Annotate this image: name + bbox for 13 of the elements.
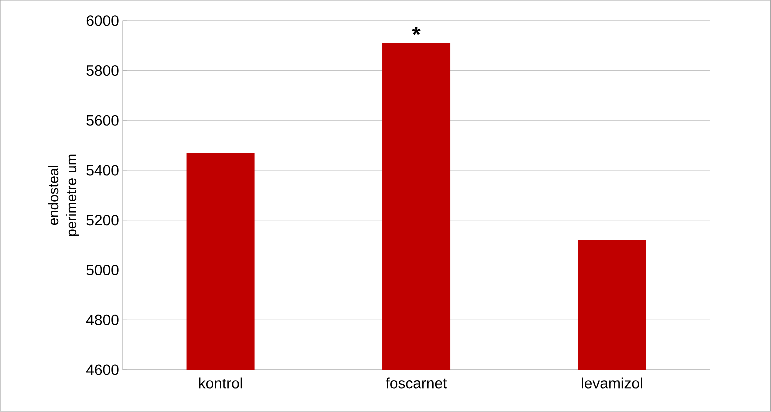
y-axis-title: endosteal perimetre um xyxy=(48,154,80,236)
x-tick-label: kontrol xyxy=(199,378,242,389)
y-tick-label: 4600 xyxy=(86,364,119,376)
y-tick-label: 6000 xyxy=(86,16,119,26)
y-tick-label: 5200 xyxy=(86,215,119,226)
y-tick-label: 4800 xyxy=(86,314,119,326)
y-tick-label: 5600 xyxy=(86,115,119,126)
y-tick-label: 5000 xyxy=(86,265,119,276)
y-tick-label: 5400 xyxy=(86,165,119,176)
x-tick-label: foscarnet xyxy=(386,378,448,389)
x-tick-label: levamizol xyxy=(582,378,642,389)
y-tick-label: 5800 xyxy=(86,66,119,76)
annotation: * xyxy=(412,27,421,36)
